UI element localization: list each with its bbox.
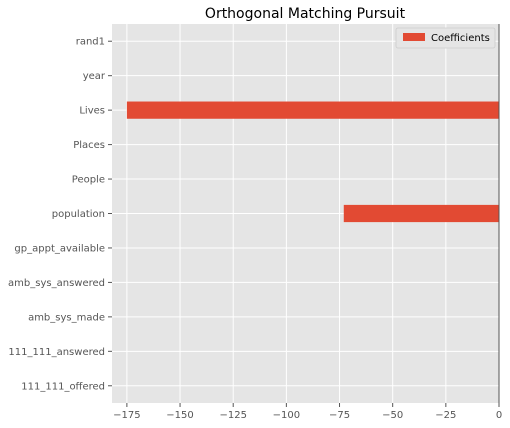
y-tick-label: Lives [79,106,105,117]
x-tick-label: −125 [219,410,246,421]
bar [344,205,499,222]
x-tick-label: −75 [329,410,350,421]
x-tick-label: −100 [273,410,300,421]
y-tick-label: 111_111_offered [21,381,105,392]
y-tick-labels: rand1 year Lives Places People population gp_a… [8,37,112,393]
legend: Coefficients [396,28,495,48]
legend-label: Coefficients [431,33,490,44]
y-tick-label: amb_sys_answered [8,278,105,289]
x-tick-labels: −175 −150 −125 −100 −75 −50 −25 0 [113,403,502,421]
x-tick-label: −25 [435,410,456,421]
y-tick-label: Places [73,140,105,151]
y-tick-label: rand1 [76,37,105,48]
y-tick-label: People [72,175,105,186]
y-tick-label: 111_111_answered [8,347,105,358]
chart-title: Orthogonal Matching Pursuit [205,6,406,22]
bar [127,102,499,119]
x-tick-label: 0 [496,410,502,421]
y-tick-label: amb_sys_made [28,312,105,323]
legend-swatch [403,33,425,41]
y-tick-label: year [83,71,106,82]
x-tick-label: −175 [113,410,140,421]
x-tick-label: −50 [382,410,403,421]
y-tick-label: population [52,209,105,220]
x-tick-label: −150 [166,410,193,421]
y-tick-label: gp_appt_available [14,243,105,254]
